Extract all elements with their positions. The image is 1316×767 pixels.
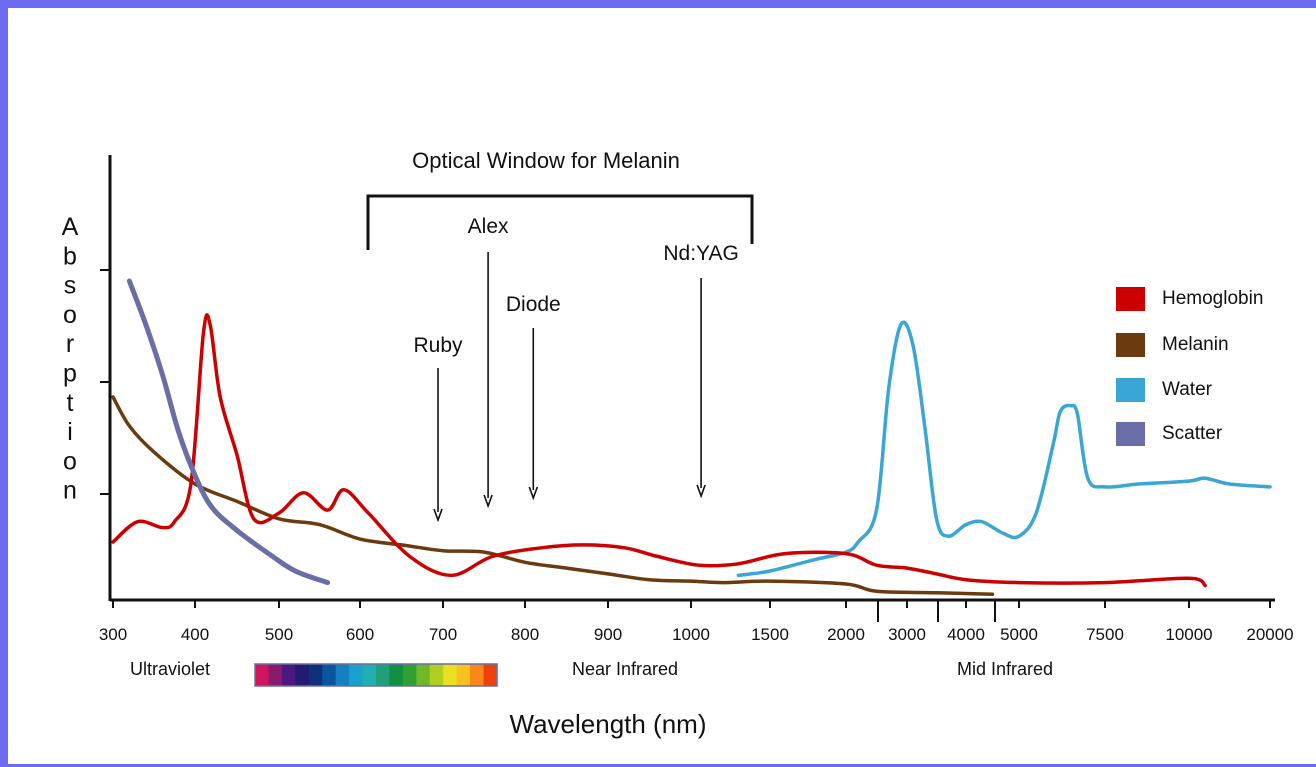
spectrum-band bbox=[389, 664, 404, 686]
x-tick-label: 2000 bbox=[827, 625, 865, 644]
y-axis-label-letter: n bbox=[63, 477, 77, 505]
spectrum-band bbox=[349, 664, 364, 686]
legend-label: Hemoglobin bbox=[1162, 288, 1263, 309]
laser-arrow-head bbox=[433, 508, 443, 523]
x-tick-label: 5000 bbox=[1000, 625, 1038, 644]
laser-arrow-head bbox=[696, 484, 706, 499]
region-label: Near Infrared bbox=[572, 659, 678, 679]
water-curve bbox=[736, 320, 1272, 578]
hemoglobin-curve bbox=[111, 313, 1207, 588]
legend-swatch bbox=[1116, 287, 1145, 311]
y-axis-label-letter: b bbox=[63, 242, 77, 270]
x-ticks: 300 400 500 600 700 800 900 1000 1500 2000 3000 400… bbox=[99, 600, 1294, 644]
legend-label: Scatter bbox=[1162, 423, 1223, 444]
region-label: Mid Infrared bbox=[957, 659, 1053, 679]
x-tick-label: 7500 bbox=[1086, 625, 1124, 644]
spectrum-band bbox=[295, 664, 310, 686]
laser-arrow-head bbox=[528, 486, 539, 501]
scatter-curve bbox=[126, 278, 331, 586]
laser-arrow-head bbox=[483, 494, 493, 509]
spectrum-band bbox=[376, 664, 391, 686]
spectrum-band bbox=[456, 664, 471, 686]
spectrum-band bbox=[322, 664, 337, 686]
laser-label: Nd:YAG bbox=[663, 242, 738, 265]
spectrum-band bbox=[483, 664, 498, 686]
region-label: Ultraviolet bbox=[130, 659, 210, 679]
spectrum-band bbox=[281, 664, 296, 686]
x-tick-label: 20000 bbox=[1246, 625, 1293, 644]
spectrum-band bbox=[255, 664, 270, 686]
y-axis-label-letter: t bbox=[67, 389, 74, 417]
y-axis-label-letter: r bbox=[66, 330, 74, 358]
legend-swatch bbox=[1116, 422, 1145, 446]
spectrum-band bbox=[470, 664, 485, 686]
spectrum-band bbox=[335, 664, 350, 686]
legend: Hemoglobin Melanin Water Scatter bbox=[1116, 287, 1263, 446]
legend-swatch bbox=[1116, 378, 1145, 402]
x-tick-label: 500 bbox=[265, 625, 293, 644]
series-curves bbox=[111, 278, 1272, 596]
window-bracket-line bbox=[366, 194, 754, 250]
x-tick-label: 900 bbox=[594, 625, 622, 644]
spectrum-band bbox=[443, 664, 458, 686]
axes bbox=[100, 155, 1275, 602]
region-labels: Ultraviolet Near Infrared Mid Infrared bbox=[130, 659, 1053, 679]
y-axis-label-letter: s bbox=[64, 272, 77, 300]
x-tick-label: 4000 bbox=[947, 625, 985, 644]
x-tick-label: 3000 bbox=[888, 625, 926, 644]
x-axis-label: Wavelength (nm) bbox=[510, 709, 707, 739]
melanin-curve bbox=[111, 395, 995, 596]
y-axis-label-letter: o bbox=[63, 301, 77, 329]
spectrum-band bbox=[402, 664, 417, 686]
y-axis-label-letter: A bbox=[62, 213, 79, 241]
visible-spectrum-bar bbox=[254, 663, 498, 687]
y-axis-label-letter: o bbox=[63, 447, 77, 475]
spectrum-bar-outline bbox=[254, 663, 498, 687]
spectrum-band bbox=[416, 664, 431, 686]
spectrum-band bbox=[268, 664, 283, 686]
optical-window-bracket: Optical Window for Melanin bbox=[366, 148, 754, 250]
laser-markers: Ruby Alex Diode Nd:YAG bbox=[414, 215, 739, 523]
y-axis-label-letter: i bbox=[67, 418, 73, 446]
y-axis-label-letter: p bbox=[63, 360, 77, 388]
x-tick-label: 10000 bbox=[1165, 625, 1212, 644]
legend-label: Melanin bbox=[1162, 334, 1229, 355]
laser-label: Ruby bbox=[414, 334, 464, 357]
x-tick-label: 300 bbox=[99, 625, 127, 644]
spectrum-band bbox=[429, 664, 444, 686]
x-tick-label: 1500 bbox=[751, 625, 789, 644]
legend-swatch bbox=[1116, 333, 1145, 357]
x-tick-label: 600 bbox=[346, 625, 374, 644]
spectrum-band bbox=[362, 664, 377, 686]
x-tick-label: 400 bbox=[181, 625, 209, 644]
spectrum-band bbox=[308, 664, 323, 686]
laser-label: Diode bbox=[506, 293, 561, 316]
chart-title: Optical Window for Melanin bbox=[412, 148, 680, 173]
x-tick-label: 800 bbox=[511, 625, 539, 644]
x-tick-label: 1000 bbox=[672, 625, 710, 644]
laser-label: Alex bbox=[468, 215, 509, 238]
x-tick-label: 700 bbox=[429, 625, 457, 644]
legend-label: Water bbox=[1162, 379, 1213, 400]
